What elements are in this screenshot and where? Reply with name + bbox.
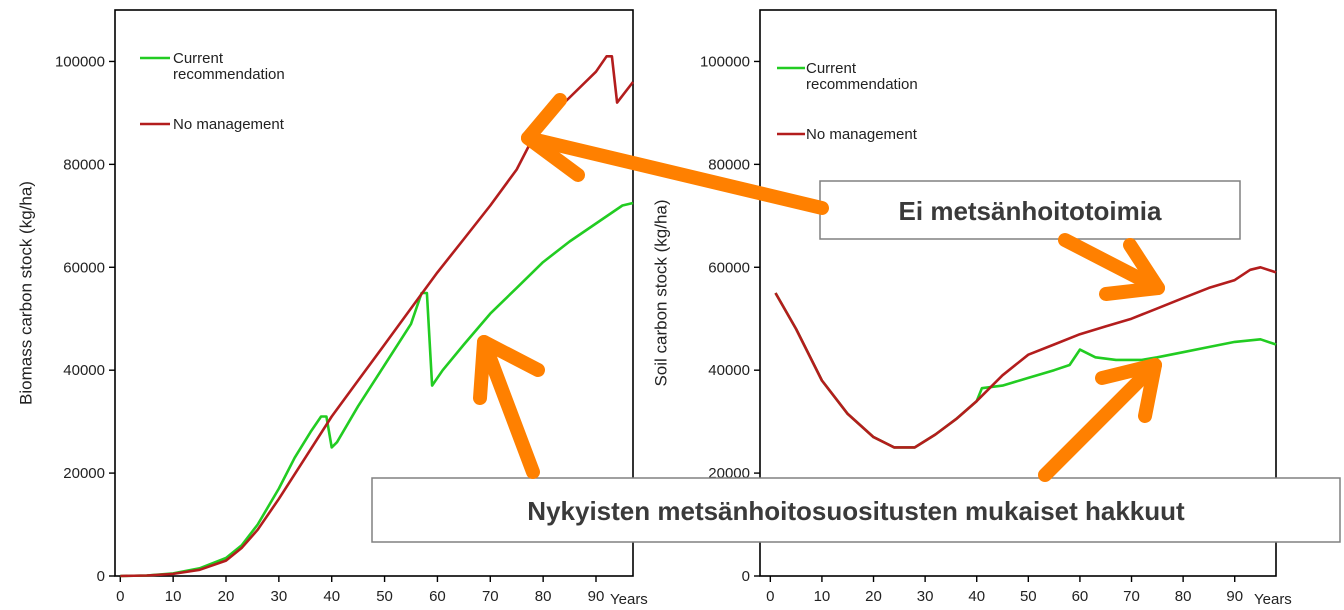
series-group: [774, 265, 1277, 449]
x-tick-label: 30: [271, 588, 288, 605]
legend-label-current-line1: Current: [173, 50, 224, 67]
annotation-arrows: [473, 93, 1165, 482]
callout-box: [371, 477, 1341, 543]
legend-label-current-line2: recommendation: [173, 66, 285, 83]
y-tick-label: 80000: [708, 156, 750, 173]
x-tick-label: 80: [1175, 588, 1192, 605]
y-tick-label: 100000: [55, 53, 105, 70]
legend-label-current-line1: Current: [806, 60, 857, 77]
x-tick-label: 60: [429, 588, 446, 605]
callout-text: Nykyisten metsänhoitosuositusten mukaise…: [527, 496, 1185, 526]
series-line-no-management: [774, 265, 1277, 449]
callout-box: [819, 180, 1241, 240]
x-tick-label: 30: [917, 588, 934, 605]
legend: Current recommendation No management: [777, 60, 918, 143]
series-line-current-recommendation: [120, 201, 634, 578]
y-axis-label: Biomass carbon stock (kg/ha): [16, 181, 35, 405]
legend: Current recommendation No management: [140, 50, 285, 133]
x-axis-unit-label: Years: [1254, 591, 1292, 608]
plot-frame: [114, 9, 634, 577]
y-tick-label: 100000: [700, 53, 750, 70]
x-tick-label: 20: [218, 588, 235, 605]
callout-text: Ei metsänhoitotoimia: [899, 196, 1162, 226]
x-tick-label: 0: [766, 588, 774, 605]
y-tick-label: 0: [97, 568, 105, 585]
y-tick-label: 20000: [63, 465, 105, 482]
plot-frame: [759, 9, 1277, 577]
y-tick-label: 60000: [63, 259, 105, 276]
x-tick-label: 10: [814, 588, 831, 605]
callout-current-recommendation: Nykyisten metsänhoitosuositusten mukaise…: [371, 477, 1341, 543]
arrow-to-current-right: [1038, 358, 1162, 482]
arrow-to-current-left: [473, 335, 545, 479]
legend-label-nomanagement: No management: [173, 116, 285, 133]
series-line-current-recommendation: [774, 292, 1277, 449]
biomass-chart: 0 20000 40000 60000 80000 100000 0 10 20 30 40 50 6…: [16, 9, 648, 608]
series-group: [120, 54, 635, 578]
series-line-no-management: [120, 54, 635, 578]
legend-label-current-line2: recommendation: [806, 76, 918, 93]
x-tick-label: 90: [588, 588, 605, 605]
legend-label-nomanagement: No management: [806, 126, 918, 143]
callout-no-management: Ei metsänhoitotoimia: [819, 180, 1241, 240]
x-tick-label: 90: [1226, 588, 1243, 605]
x-tick-label: 0: [116, 588, 124, 605]
arrow-to-no-management-right: [1058, 233, 1165, 301]
x-axis-ticks: 0 10 20 30 40 50 60 70 80 90: [116, 576, 604, 605]
arrow-to-no-management-left: [521, 93, 829, 215]
x-tick-label: 80: [535, 588, 552, 605]
y-tick-label: 0: [742, 568, 750, 585]
x-tick-label: 50: [1020, 588, 1037, 605]
y-axis-ticks: 0 20000 40000 60000 80000 100000: [55, 53, 115, 585]
x-axis-unit-label: Years: [610, 591, 648, 608]
x-tick-label: 70: [1123, 588, 1140, 605]
x-tick-label: 40: [968, 588, 985, 605]
y-tick-label: 80000: [63, 156, 105, 173]
y-axis-label: Soil carbon stock (kg/ha): [651, 199, 670, 386]
y-tick-label: 40000: [63, 362, 105, 379]
x-tick-label: 70: [482, 588, 499, 605]
x-tick-label: 40: [323, 588, 340, 605]
x-tick-label: 50: [376, 588, 393, 605]
y-tick-label: 60000: [708, 259, 750, 276]
x-tick-label: 10: [165, 588, 182, 605]
y-tick-label: 40000: [708, 362, 750, 379]
x-tick-label: 60: [1072, 588, 1089, 605]
x-axis-ticks: 0 10 20 30 40 50 60 70 80 90: [766, 576, 1243, 605]
x-tick-label: 20: [865, 588, 882, 605]
